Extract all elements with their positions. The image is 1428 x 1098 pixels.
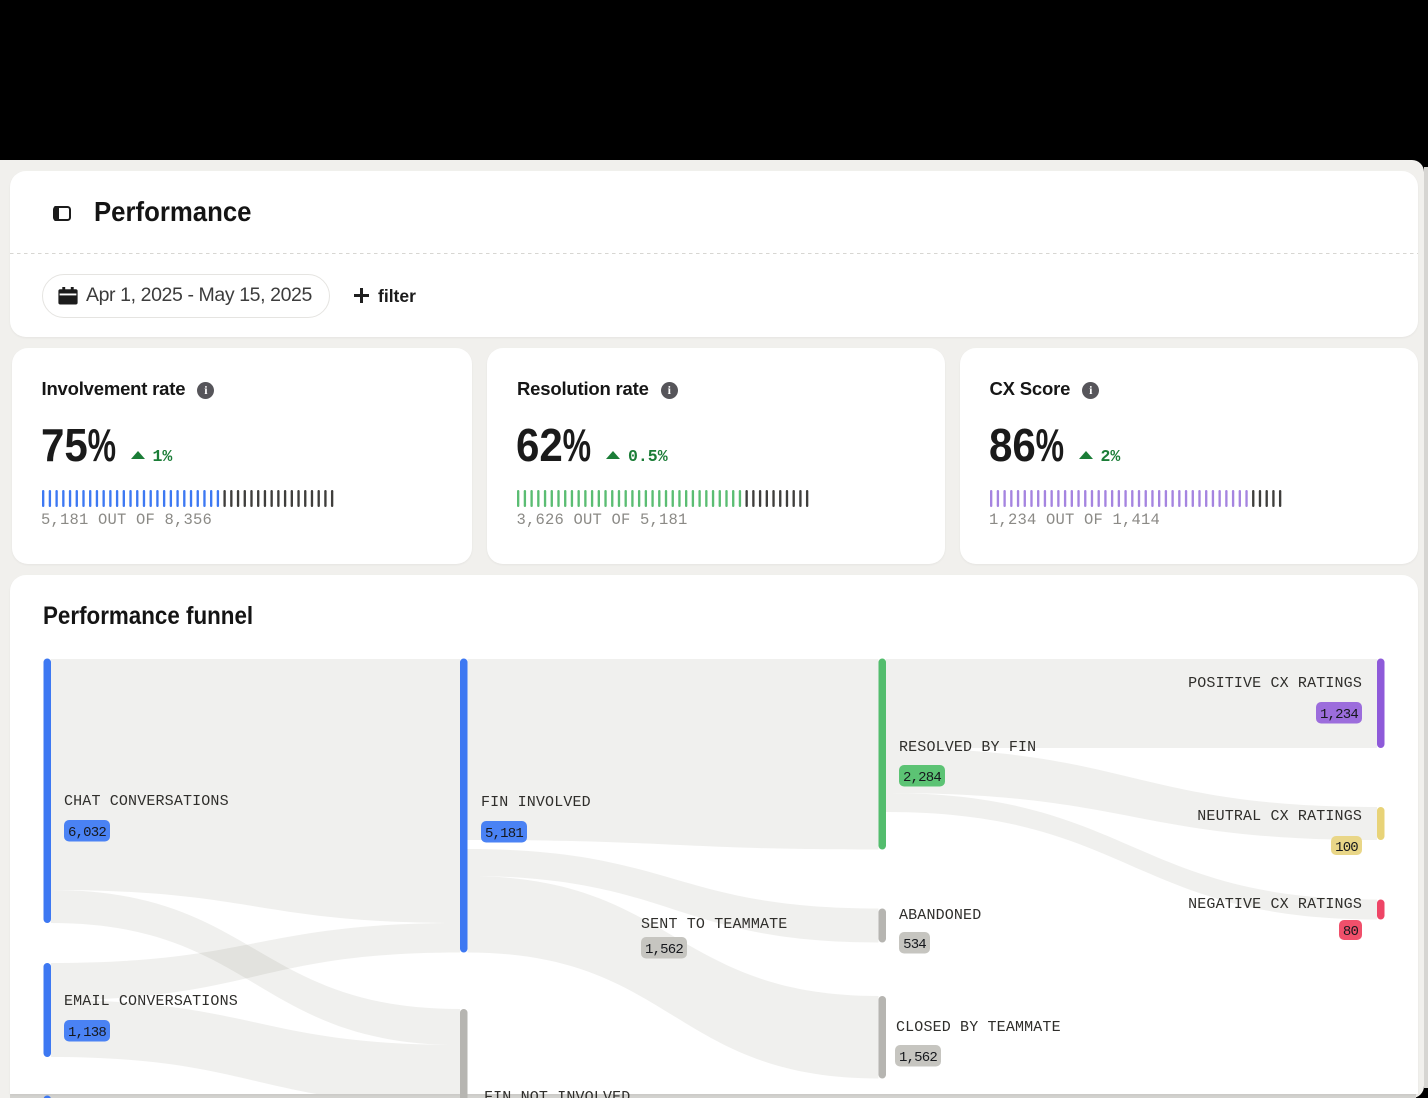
svg-text:CLOSED BY TEAMMATE: CLOSED BY TEAMMATE: [896, 1019, 1061, 1036]
svg-text:80: 80: [1343, 924, 1359, 940]
svg-text:1,234: 1,234: [1320, 707, 1358, 723]
svg-text:6,032: 6,032: [68, 825, 106, 841]
svg-text:SENT TO TEAMMATE: SENT TO TEAMMATE: [641, 916, 787, 933]
svg-text:CHAT CONVERSATIONS: CHAT CONVERSATIONS: [64, 793, 229, 810]
svg-text:EMAIL CONVERSATIONS: EMAIL CONVERSATIONS: [64, 993, 238, 1010]
svg-text:RESOLVED BY FIN: RESOLVED BY FIN: [899, 739, 1036, 756]
svg-text:POSITIVE CX RATINGS: POSITIVE CX RATINGS: [1188, 675, 1362, 692]
svg-text:2,284: 2,284: [903, 770, 941, 786]
svg-text:FIN NOT INVOLVED: FIN NOT INVOLVED: [484, 1089, 630, 1098]
svg-text:FIN INVOLVED: FIN INVOLVED: [481, 794, 591, 811]
svg-text:NEGATIVE CX RATINGS: NEGATIVE CX RATINGS: [1188, 896, 1362, 913]
svg-text:100: 100: [1335, 840, 1358, 856]
svg-text:5,181: 5,181: [485, 826, 523, 842]
svg-text:1,138: 1,138: [68, 1025, 106, 1041]
svg-text:ABANDONED: ABANDONED: [899, 907, 981, 924]
svg-text:1,562: 1,562: [899, 1050, 937, 1066]
svg-text:534: 534: [903, 937, 926, 953]
svg-text:NEUTRAL CX RATINGS: NEUTRAL CX RATINGS: [1197, 808, 1362, 825]
svg-text:1,562: 1,562: [645, 942, 683, 958]
